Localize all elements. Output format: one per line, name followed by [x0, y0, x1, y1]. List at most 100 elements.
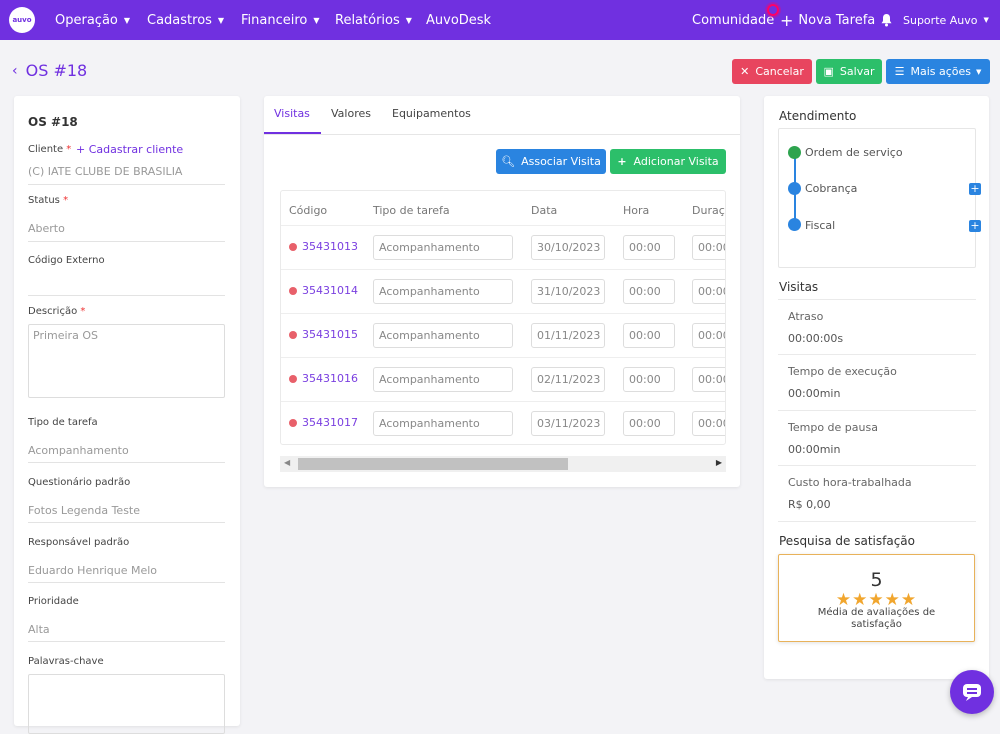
metric-value: 00:00min	[788, 443, 841, 456]
descricao-textarea[interactable]: Primeira OS	[28, 324, 225, 398]
prioridade-field[interactable]: Alta	[28, 623, 50, 636]
descricao-label: Descrição *	[28, 306, 86, 317]
user-name: Suporte Auvo	[903, 13, 978, 27]
divider	[28, 462, 225, 463]
responsavel-field[interactable]: Eduardo Henrique Melo	[28, 564, 158, 577]
tipo-tarefa-input[interactable]: Acompanhamento	[373, 323, 513, 348]
metric-value: R$ 0,00	[788, 498, 831, 511]
save-button[interactable]: ▣ Salvar	[816, 59, 882, 84]
add-cobranca-icon[interactable]: +	[969, 182, 981, 195]
tipo-tarefa-input[interactable]: Acompanhamento	[373, 367, 513, 392]
metric-title: Custo hora-trabalhada	[788, 476, 912, 489]
chat-button[interactable]	[950, 670, 994, 714]
adicionar-visita-button[interactable]: + Adicionar Visita	[610, 149, 726, 174]
tipo-tarefa-input[interactable]: Acompanhamento	[373, 279, 513, 304]
satisfaction-caption: Média de avaliações de satisfação	[817, 607, 936, 630]
codigo-externo-field[interactable]	[28, 295, 225, 296]
column-header: Hora	[623, 204, 650, 217]
plus-icon: +	[617, 155, 627, 168]
duracao-input[interactable]: 00:00	[692, 235, 725, 260]
star-icon: ★	[900, 590, 918, 610]
nova-tarefa-button[interactable]: + Nova Tarefa	[780, 0, 875, 40]
chat-icon	[963, 684, 981, 701]
menu-operacao[interactable]: Operação ▼	[55, 0, 130, 40]
data-input[interactable]: 30/10/2023	[531, 235, 605, 260]
chevron-down-icon: ▼	[983, 16, 989, 24]
table-row: 35431017 Acompanhamento 03/11/2023 00:00…	[281, 401, 725, 444]
menu-label: AuvoDesk	[426, 12, 492, 28]
atendimento-title: Atendimento	[779, 109, 857, 123]
data-input[interactable]: 31/10/2023	[531, 279, 605, 304]
back-link[interactable]: ‹ OS #18	[12, 61, 87, 80]
hora-input[interactable]: 00:00	[623, 323, 675, 348]
comunidade-link[interactable]: Comunidade	[692, 12, 775, 28]
bell-icon[interactable]	[880, 0, 893, 40]
satisfaction-box: 5 ★★★★★ Média de avaliações de satisfaçã…	[778, 554, 975, 642]
chevron-down-icon: ▼	[405, 15, 412, 25]
duracao-input[interactable]: 00:00	[692, 411, 725, 436]
duracao-input[interactable]: 00:00	[692, 323, 725, 348]
palavras-chave-textarea[interactable]	[28, 674, 225, 734]
tab-valores[interactable]: Valores	[331, 107, 371, 120]
menu-cadastros[interactable]: Cadastros ▼	[147, 0, 224, 40]
associar-label: Associar Visita	[521, 155, 601, 168]
user-menu[interactable]: Suporte Auvo ▼	[903, 0, 989, 40]
menu-relatorios[interactable]: Relatórios ▼	[335, 0, 412, 40]
associar-visita-button[interactable]: 🔍︎ Associar Visita	[496, 149, 606, 174]
hora-input[interactable]: 00:00	[623, 367, 675, 392]
duracao-input[interactable]: 00:00	[692, 279, 725, 304]
tipo-tarefa-input[interactable]: Acompanhamento	[373, 411, 513, 436]
codigo-externo-label: Código Externo	[28, 255, 105, 266]
visit-code: 35431014	[302, 284, 358, 297]
menu-financeiro[interactable]: Financeiro ▼	[241, 0, 320, 40]
scrollbar-thumb[interactable]	[298, 458, 568, 470]
menu-auvodesk[interactable]: AuvoDesk	[426, 0, 491, 40]
hora-input[interactable]: 00:00	[623, 235, 675, 260]
cancel-button[interactable]: ✕ Cancelar	[732, 59, 812, 84]
top-navbar: auvo Operação ▼ Cadastros ▼ Financeiro ▼ Re…	[0, 0, 1000, 40]
visit-code-link[interactable]: 35431015	[289, 328, 358, 341]
chevron-down-icon: ▼	[313, 15, 320, 25]
menu-label: Financeiro	[241, 12, 308, 28]
horizontal-scrollbar[interactable]: ◀ ▶	[280, 456, 726, 472]
auvo-logo[interactable]: auvo	[9, 7, 35, 33]
visit-code-link[interactable]: 35431013	[289, 240, 358, 253]
hora-input[interactable]: 00:00	[623, 411, 675, 436]
data-input[interactable]: 02/11/2023	[531, 367, 605, 392]
cliente-label: Cliente *	[28, 144, 72, 155]
tipo-tarefa-input[interactable]: Acompanhamento	[373, 235, 513, 260]
data-input[interactable]: 01/11/2023	[531, 323, 605, 348]
data-input[interactable]: 03/11/2023	[531, 411, 605, 436]
scroll-left-icon[interactable]: ◀	[284, 458, 291, 467]
visit-code-link[interactable]: 35431014	[289, 284, 358, 297]
status-field[interactable]: Aberto	[28, 222, 65, 235]
menu-label: Relatórios	[335, 12, 400, 28]
visit-code: 35431016	[302, 372, 358, 385]
duracao-input[interactable]: 00:00	[692, 367, 725, 392]
scroll-right-icon[interactable]: ▶	[715, 458, 722, 467]
step-ordem-servico: Ordem de serviço	[805, 146, 903, 159]
visit-code-link[interactable]: 35431016	[289, 372, 358, 385]
tab-equipamentos[interactable]: Equipamentos	[392, 107, 471, 120]
hora-input[interactable]: 00:00	[623, 279, 675, 304]
tipo-tarefa-label: Tipo de tarefa	[28, 417, 98, 428]
tab-visitas[interactable]: Visitas	[274, 107, 310, 120]
questionario-field[interactable]: Fotos Legenda Teste	[28, 504, 141, 517]
prioridade-label: Prioridade	[28, 596, 79, 607]
chevron-down-icon: ▼	[217, 15, 225, 25]
atendimento-box: Ordem de serviço Cobrança + Fiscal +	[778, 128, 981, 268]
chevron-left-icon: ‹	[12, 62, 18, 79]
more-actions-label: Mais ações	[910, 65, 972, 78]
status-dot-icon	[289, 418, 297, 427]
more-actions-button[interactable]: ☰ Mais ações ▼	[886, 59, 990, 84]
visit-code-link[interactable]: 35431017	[289, 416, 358, 429]
tipo-tarefa-field[interactable]: Acompanhamento	[28, 444, 129, 457]
status-dot-icon	[289, 374, 297, 383]
add-fiscal-icon[interactable]: +	[969, 219, 981, 232]
palavras-chave-label: Palavras-chave	[28, 656, 104, 667]
column-header: Tipo de tarefa	[373, 204, 450, 217]
status-dot-icon	[289, 330, 297, 339]
cadastrar-cliente-link[interactable]: + Cadastrar cliente	[76, 143, 184, 156]
cliente-field[interactable]: (C) IATE CLUBE DE BRASILIA	[28, 165, 183, 178]
visitas-table: Código Tipo de tarefa Data Hora Duraç 35…	[280, 190, 726, 445]
